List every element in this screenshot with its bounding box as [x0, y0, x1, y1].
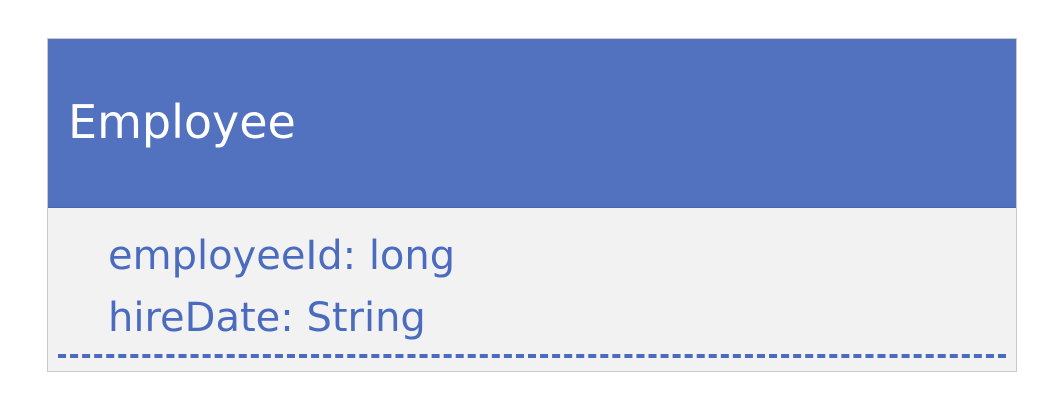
methods-divider	[58, 354, 1006, 358]
employee-class-box: Employee employeeId: long hireDate: Stri…	[47, 38, 1017, 372]
attribute-hire-date: hireDate: String	[108, 295, 426, 341]
attribute-employee-id: employeeId: long	[108, 233, 456, 279]
class-attributes-compartment: employeeId: long hireDate: String	[48, 208, 1016, 372]
class-name: Employee	[68, 95, 296, 149]
class-header: Employee	[48, 39, 1016, 208]
